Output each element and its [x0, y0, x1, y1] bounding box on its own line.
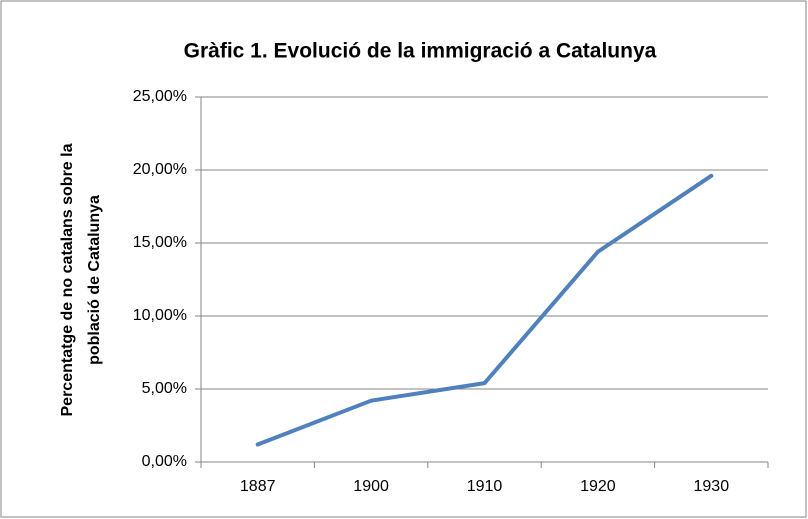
x-tick-label: 1920: [580, 478, 616, 495]
y-axis-label: Percentatge de no catalans sobre la pobl…: [59, 143, 103, 416]
x-tick-label: 1930: [694, 478, 730, 495]
x-tick-label: 1887: [240, 478, 276, 495]
y-axis-label-line: Percentatge de no catalans sobre la: [59, 143, 76, 416]
y-tick-label: 10,00%: [133, 307, 187, 324]
data-line: [255, 173, 714, 447]
y-tick-label: 15,00%: [133, 234, 187, 251]
y-tick-label: 25,00%: [133, 88, 187, 105]
y-axis-label-line: població de Catalunya: [86, 195, 103, 365]
y-tick-label: 20,00%: [133, 161, 187, 178]
x-tick-label: 1910: [467, 478, 503, 495]
y-tick-label: 5,00%: [142, 380, 187, 397]
chart-title: Gràfic 1. Evolució de la immigració a Ca…: [184, 40, 657, 63]
x-tick-label: 1900: [353, 478, 389, 495]
y-tick-label: 0,00%: [142, 453, 187, 470]
